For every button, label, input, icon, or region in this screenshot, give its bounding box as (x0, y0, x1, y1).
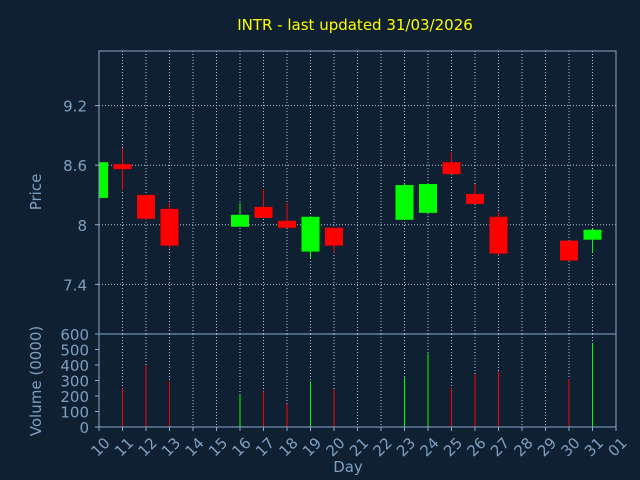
x-tick-label: 21 (346, 434, 372, 460)
candle-down (137, 194, 155, 219)
candle-up (419, 184, 437, 213)
candle-up (583, 229, 602, 240)
x-tick-label: 26 (464, 434, 490, 460)
x-tick-label: 17 (252, 434, 278, 460)
volume-tick-label: 600 (60, 326, 89, 344)
x-tick-label: 30 (558, 434, 584, 460)
candle-up (99, 162, 108, 198)
candle-down (466, 193, 484, 204)
x-tick-label: 25 (440, 434, 466, 460)
price-y-axis-ticks: 7.4 8 8.6 9.2 (63, 98, 99, 294)
x-tick-label: 18 (276, 434, 302, 460)
x-tick-label: 13 (158, 434, 184, 460)
volume-tick-label: 0 (79, 419, 89, 437)
x-tick-label: 23 (393, 434, 419, 460)
x-tick-label: 14 (182, 434, 208, 460)
x-tick-label: 20 (323, 434, 349, 460)
volume-tick-label: 200 (60, 388, 89, 406)
candle-down (113, 164, 132, 170)
chart-title: INTR - last updated 31/03/2026 (237, 16, 473, 34)
candle-up (231, 214, 249, 227)
volume-panel-frame (98, 333, 617, 428)
volume-grid (98, 334, 617, 427)
x-tick-label: 28 (511, 434, 537, 460)
x-tick-label: 31 (581, 434, 607, 460)
volume-axis-label: Volume (0000) (27, 326, 45, 436)
x-tick-label: 10 (88, 434, 114, 460)
x-tick-label: 16 (229, 434, 255, 460)
price-tick-label: 8.6 (63, 157, 87, 175)
candle-down (160, 208, 179, 246)
candle-down (489, 216, 508, 254)
price-tick-label: 8 (77, 217, 87, 235)
x-tick-label: 29 (534, 434, 560, 460)
price-tick-label: 7.4 (63, 276, 87, 294)
candle-up (395, 185, 414, 220)
volume-tick-label: 100 (60, 404, 89, 422)
x-tick-label: 22 (370, 434, 396, 460)
candle-down (254, 206, 273, 218)
price-axis-label: Price (27, 174, 45, 211)
x-tick-label: 15 (205, 434, 231, 460)
x-axis-label: Day (333, 458, 363, 476)
volume-bars (122, 343, 593, 427)
x-tick-label: 19 (299, 434, 325, 460)
volume-tick-label: 500 (60, 342, 89, 360)
x-tick-label: 11 (111, 434, 137, 460)
volume-tick-label: 400 (60, 357, 89, 375)
candle-down (325, 227, 343, 246)
candle-down (278, 220, 296, 228)
x-tick-label: 24 (417, 434, 443, 460)
candles (98, 148, 602, 261)
volume-tick-label: 300 (60, 373, 89, 391)
x-tick-label: 27 (487, 434, 513, 460)
price-tick-label: 9.2 (63, 98, 87, 116)
x-axis-ticks: 1011121314151617181920212223242526272829… (88, 427, 631, 460)
price-grid (98, 51, 617, 334)
candle-down (560, 240, 578, 261)
candle-up (301, 216, 320, 252)
candle-down (442, 162, 461, 175)
x-tick-label: 01 (605, 434, 631, 460)
x-tick-label: 12 (135, 434, 161, 460)
